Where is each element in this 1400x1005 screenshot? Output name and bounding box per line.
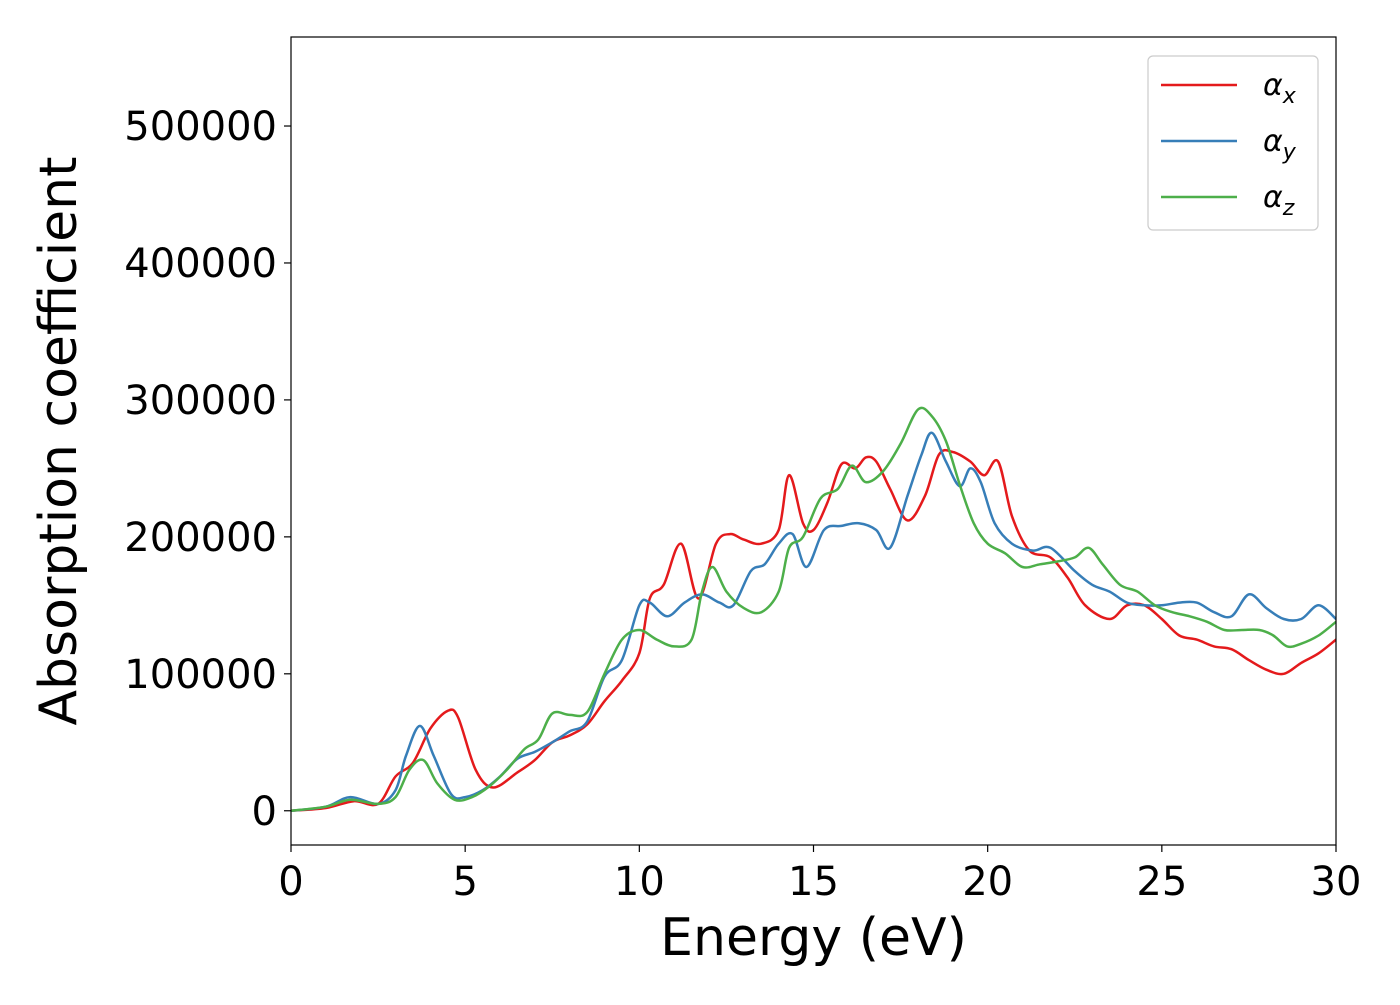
legend-label-base: α xyxy=(1263,180,1283,215)
legend-label-subscript: x xyxy=(1282,84,1297,109)
legend-label-z: αz xyxy=(1263,180,1295,221)
axes: 0 5 10 15 20 25 30 0 100000 200000 300000 400000 500… xyxy=(124,36,1362,905)
x-tick-label: 15 xyxy=(788,859,839,905)
series-line-z xyxy=(291,406,1336,813)
legend-label-subscript: z xyxy=(1282,196,1295,221)
y-tick-label: 400000 xyxy=(124,241,277,287)
x-tick-label: 20 xyxy=(962,859,1013,905)
y-tick-label: 200000 xyxy=(124,515,277,561)
legend-label-x: αx xyxy=(1263,68,1297,109)
legend-box xyxy=(1147,55,1319,231)
x-tick-label: 30 xyxy=(1311,859,1362,905)
x-tick-label: 10 xyxy=(614,859,665,905)
y-axis-title: Absorption coefficient xyxy=(29,156,89,725)
y-tick-label: 100000 xyxy=(124,652,277,698)
series-line-y xyxy=(291,431,1336,813)
legend-label-base: α xyxy=(1263,68,1283,103)
x-tick-label: 0 xyxy=(278,859,303,905)
legend-label-y: αy xyxy=(1263,124,1297,165)
x-axis-title: Energy (eV) xyxy=(660,908,967,968)
series-line-x xyxy=(291,448,1336,813)
legend-label-base: α xyxy=(1263,124,1283,159)
y-tick-label: 500000 xyxy=(124,104,277,150)
y-tick-label: 0 xyxy=(252,789,277,835)
plot-area xyxy=(291,406,1336,813)
legend-label-subscript: y xyxy=(1282,140,1297,165)
x-tick-label: 25 xyxy=(1136,859,1187,905)
y-tick-label: 300000 xyxy=(124,378,277,424)
x-tick-label: 5 xyxy=(452,859,477,905)
